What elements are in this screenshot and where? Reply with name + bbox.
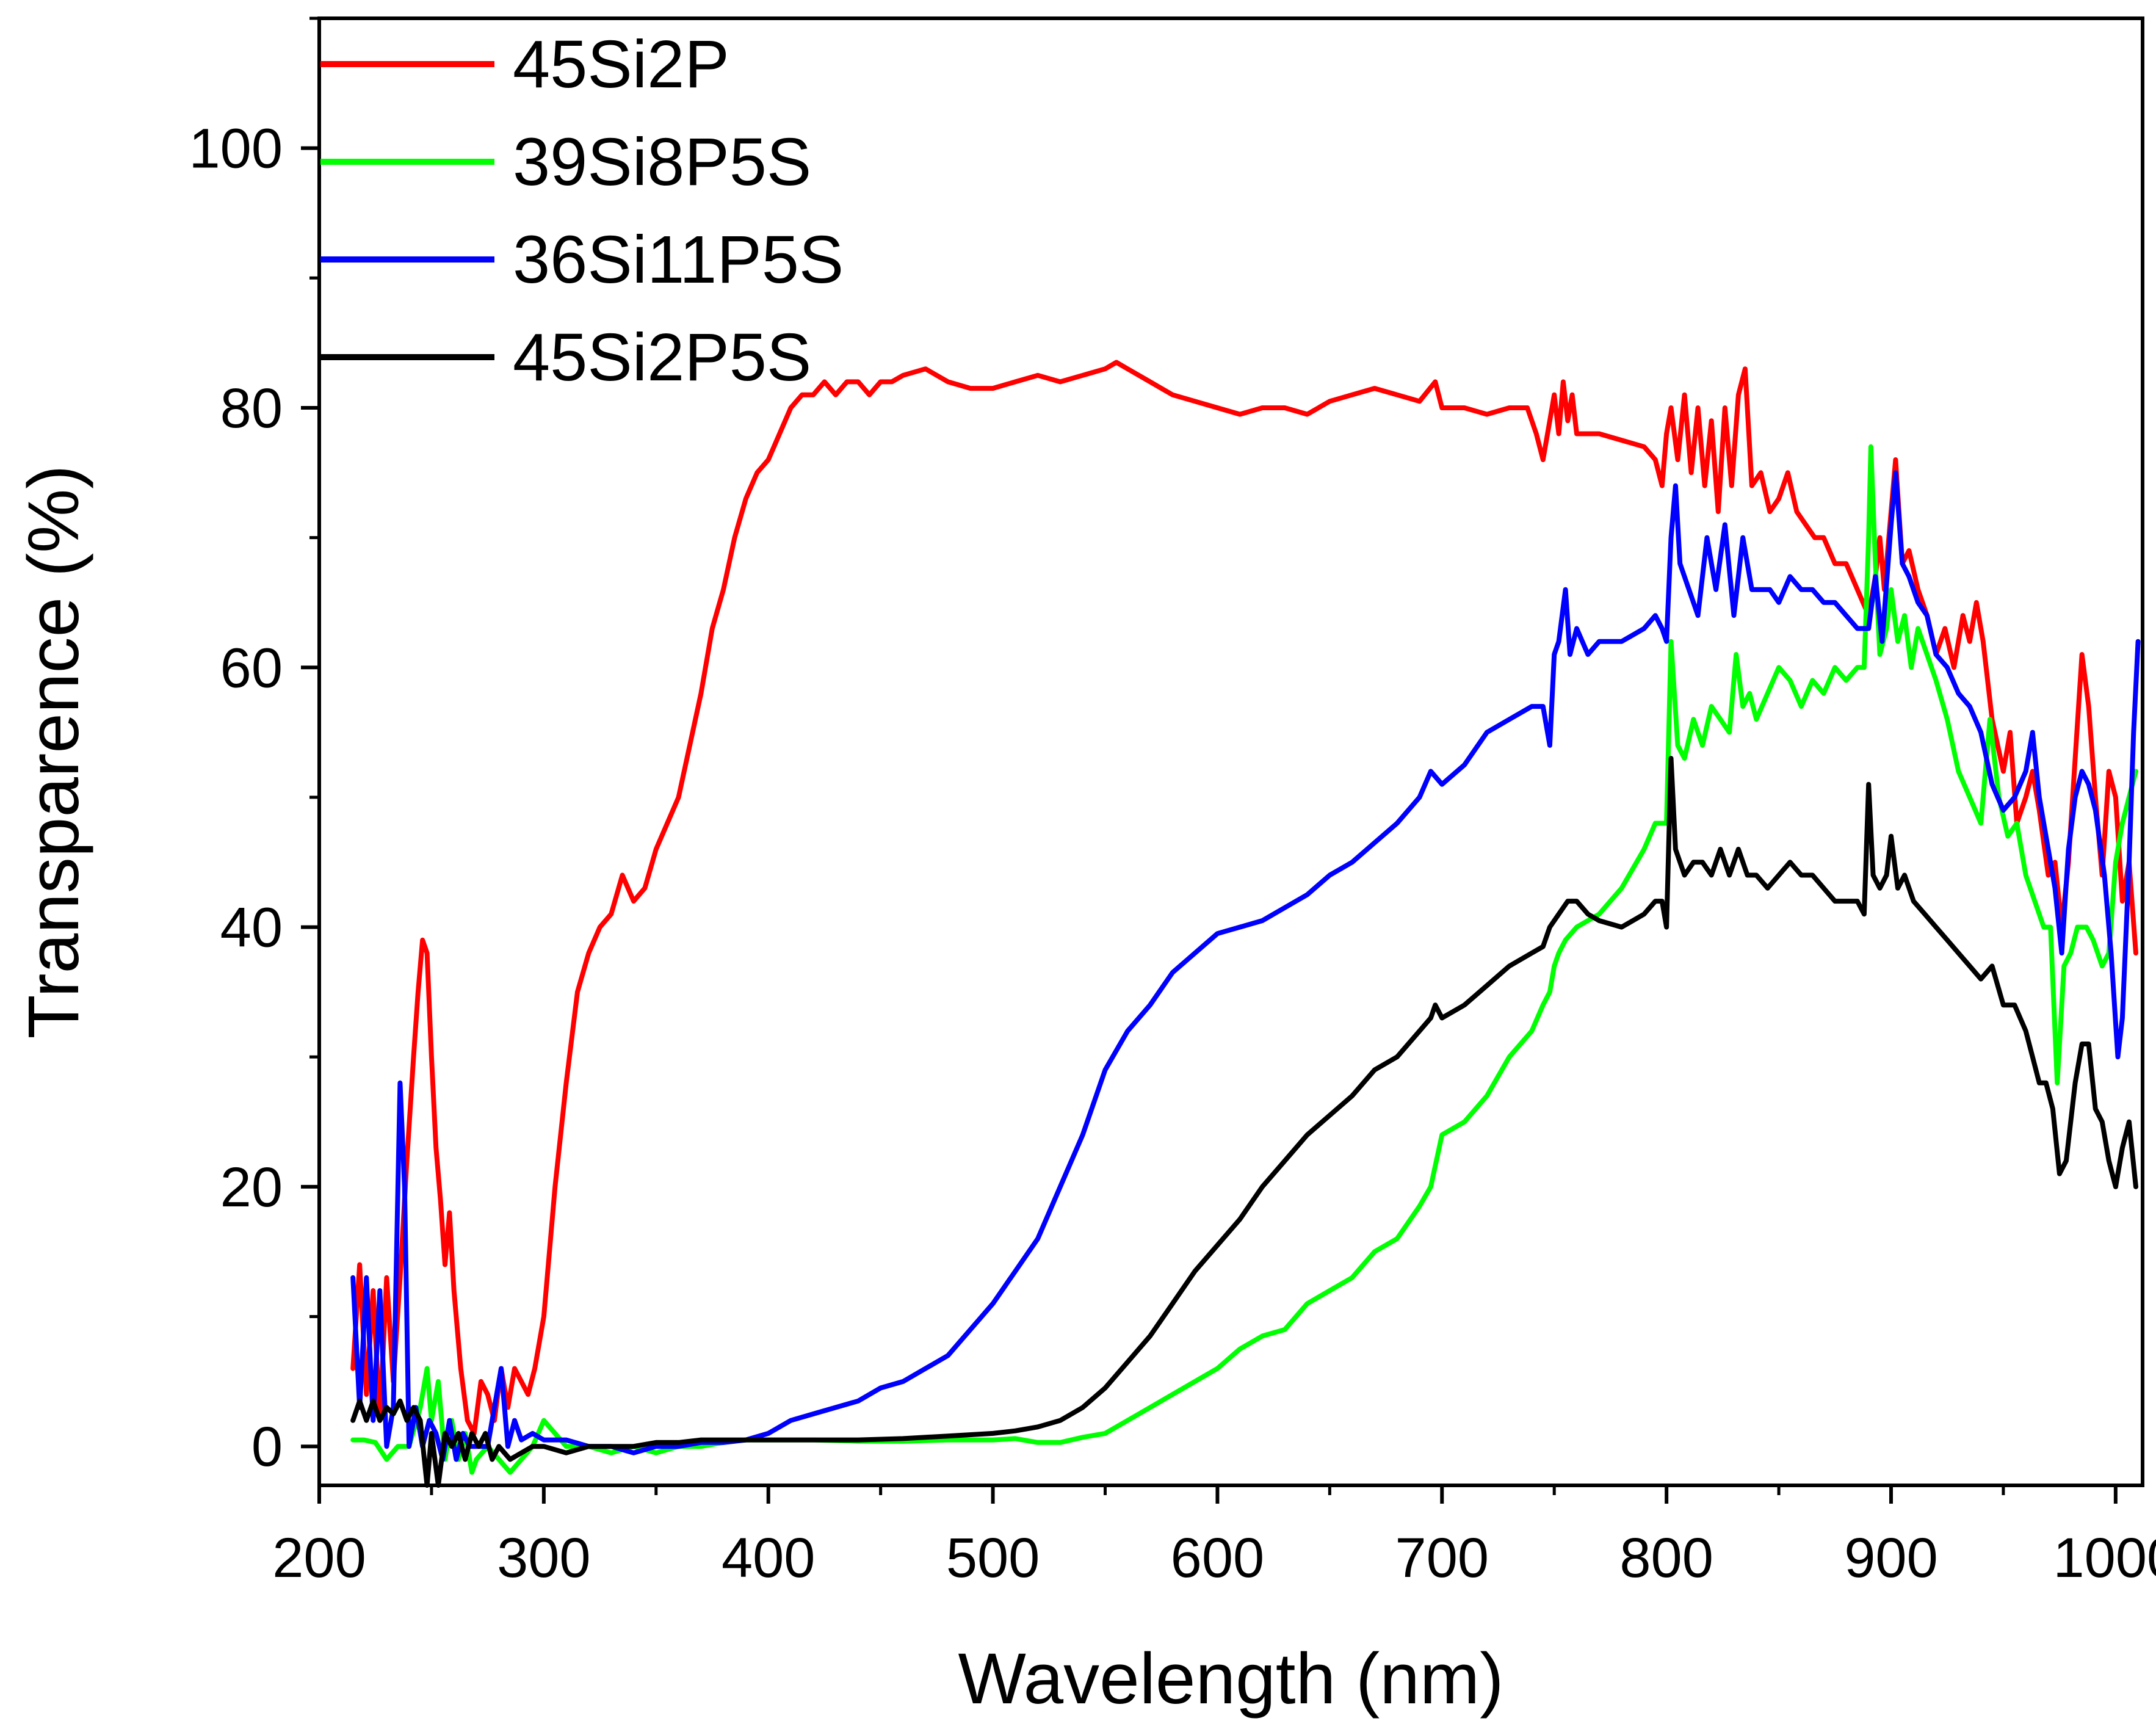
x-axis-label: Wavelength (nm) [958, 1639, 1503, 1719]
legend-label: 36Si11P5S [513, 222, 844, 297]
y-tick-label: 40 [220, 897, 283, 959]
legend-label: 45Si2P5S [513, 320, 811, 395]
legend: 45Si2P 39Si8P5S 36Si11P5S 45Si2P5S [320, 27, 844, 395]
x-tick-label: 500 [946, 1527, 1040, 1589]
y-tick-label: 0 [251, 1416, 283, 1478]
x-tick-label: 600 [1171, 1527, 1265, 1589]
x-tick-label: 300 [497, 1527, 591, 1589]
y-axis-label: Transparence (%) [13, 465, 94, 1039]
y-tick-label: 100 [189, 118, 283, 180]
y-tick-label: 60 [220, 637, 283, 699]
legend-label: 45Si2P [513, 27, 729, 102]
x-tick-label: 900 [1844, 1527, 1938, 1589]
series-line-36Si11P5S [350, 470, 2141, 1462]
x-tick-label: 400 [722, 1527, 816, 1589]
y-tick-label: 80 [220, 377, 283, 440]
x-tick-label: 800 [1619, 1527, 1713, 1589]
legend-label: 39Si8P5S [513, 125, 811, 200]
y-tick-label: 20 [220, 1156, 283, 1219]
series-line-39Si8P5S [350, 444, 2138, 1475]
y-axis-ticks: 0 20 40 60 80 100 [189, 16, 319, 1478]
x-tick-label: 200 [272, 1527, 366, 1589]
series-line-45Si2P [350, 360, 2138, 1436]
series-line-45Si2P5S [350, 756, 2138, 1488]
plot-series [350, 360, 2141, 1488]
plot-frame [317, 16, 2144, 1487]
x-tick-label: 700 [1395, 1527, 1489, 1589]
